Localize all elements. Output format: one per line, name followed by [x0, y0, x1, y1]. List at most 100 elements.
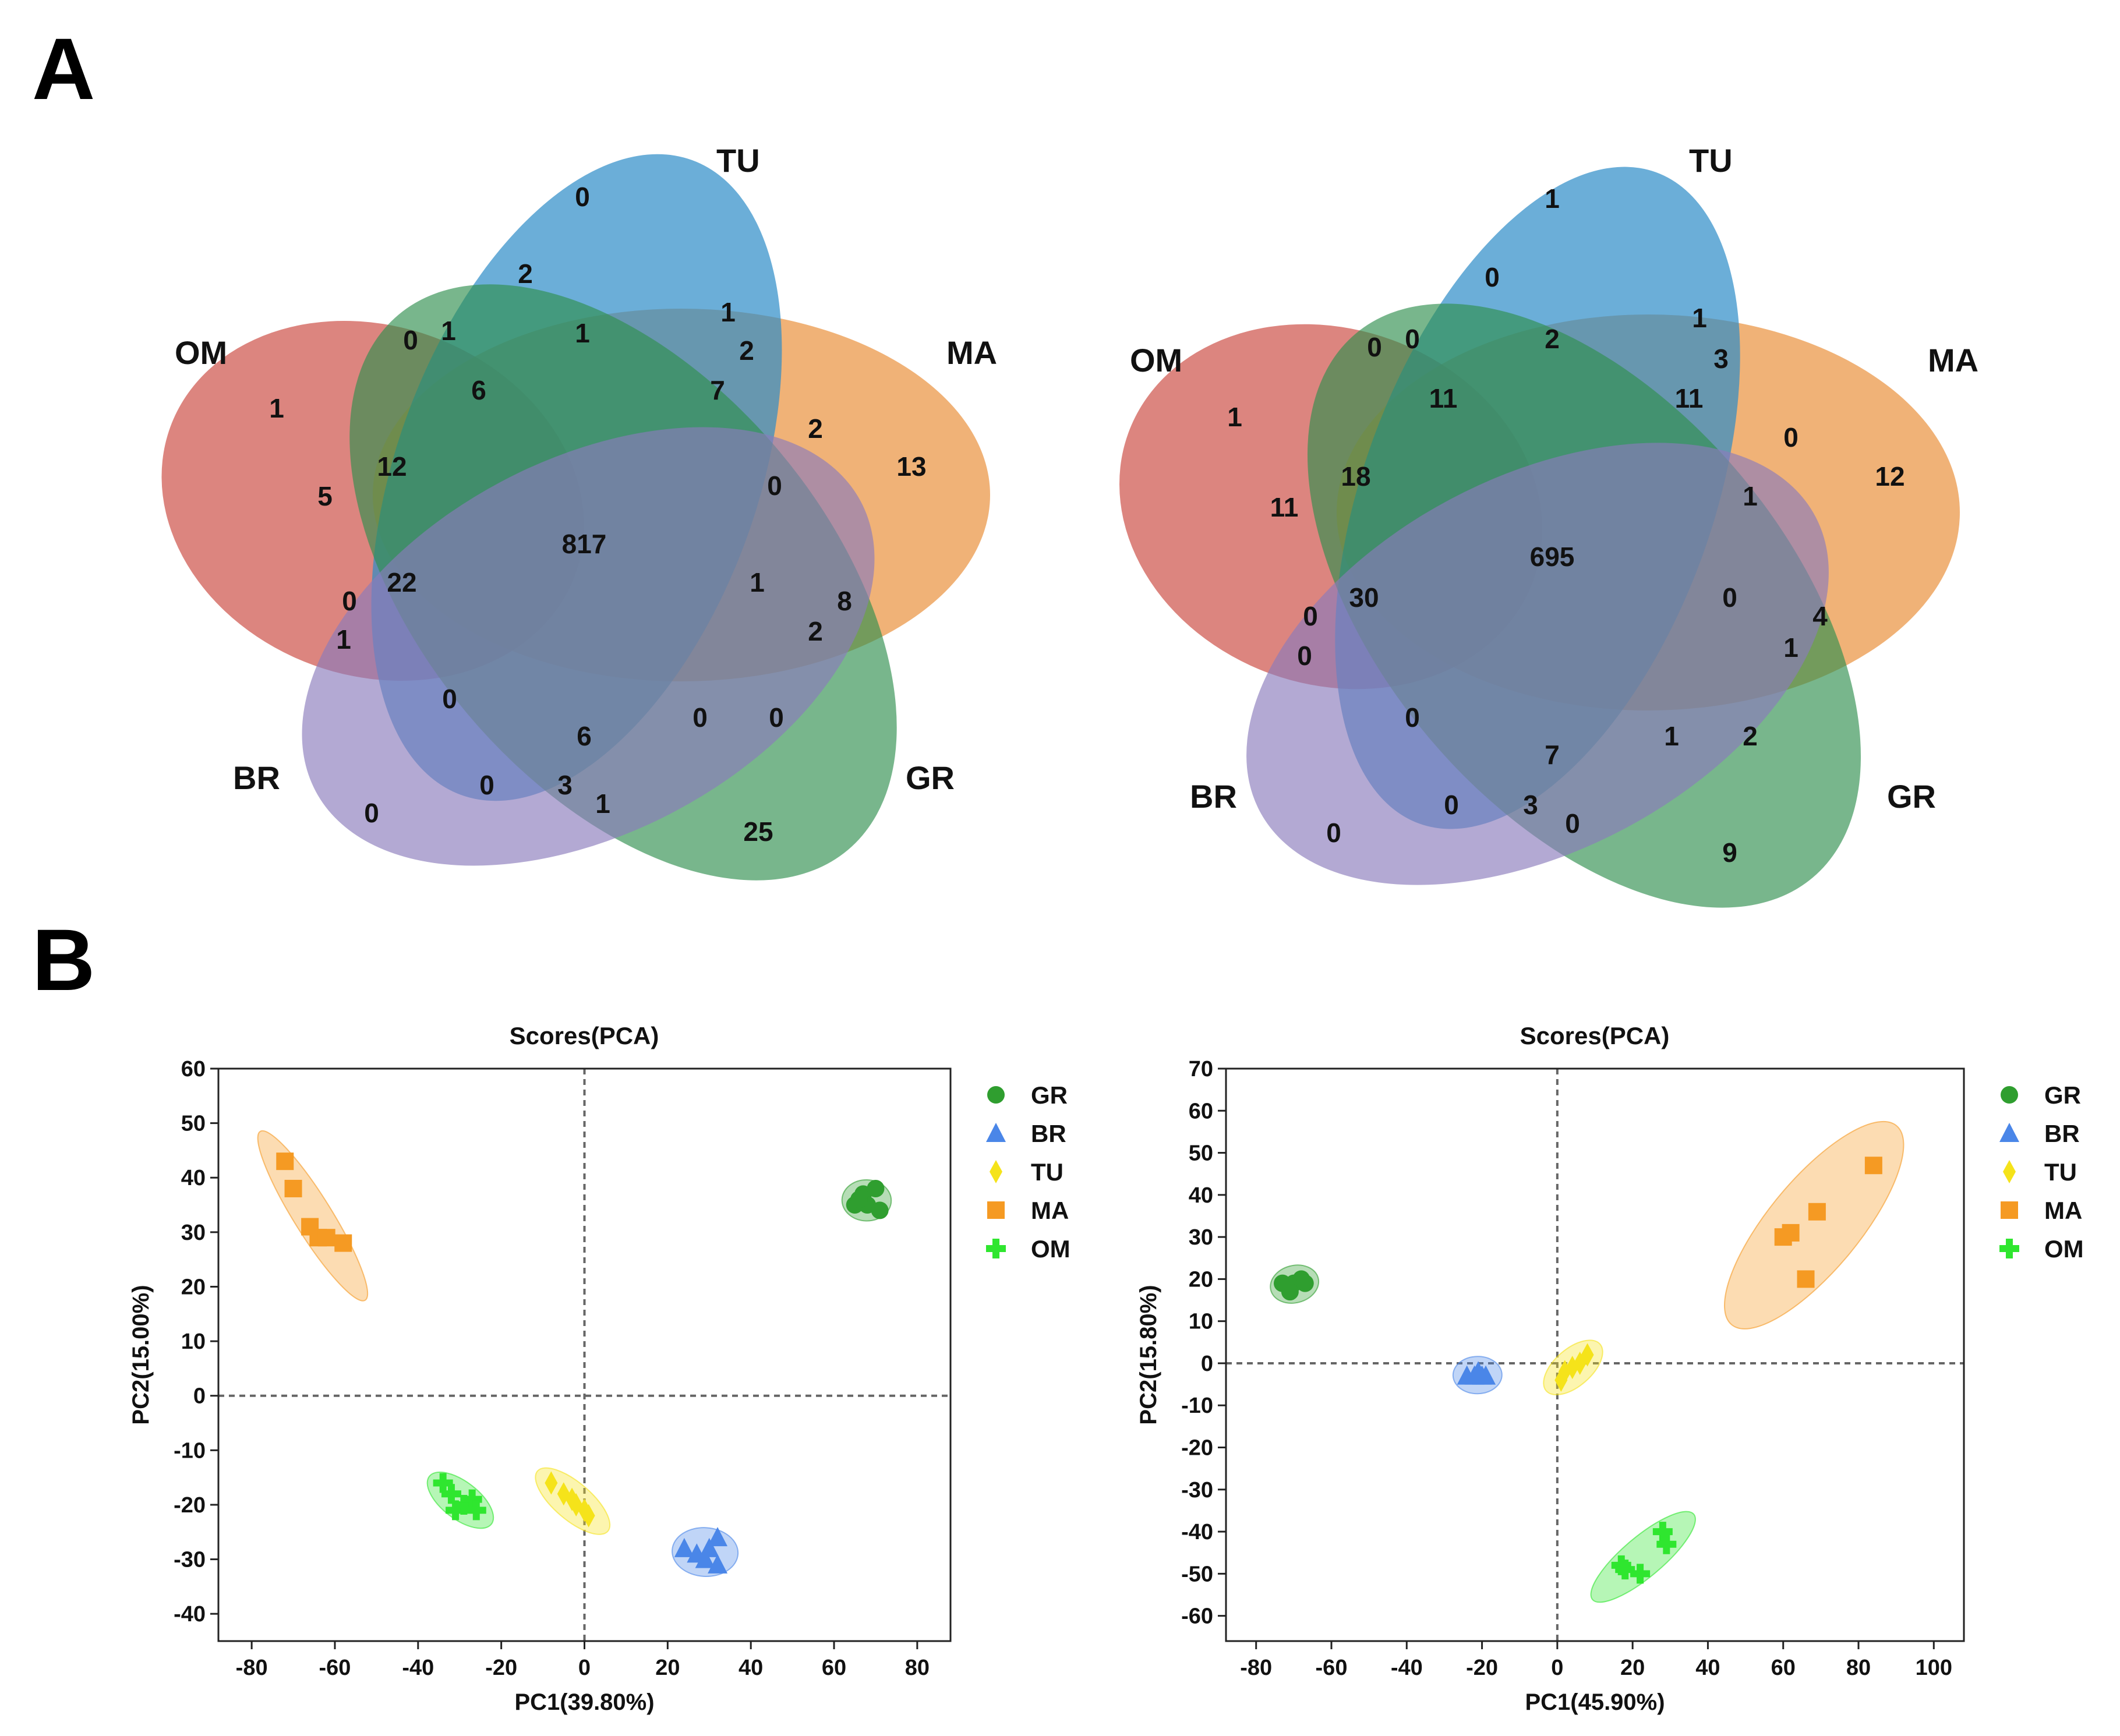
venn-right-value: 7 [1545, 740, 1560, 770]
chart-title: Scores(PCA) [510, 1022, 659, 1049]
data-point-ma [284, 1179, 302, 1197]
legend-label-gr: GR [2044, 1081, 2081, 1109]
data-point-ma [276, 1152, 294, 1171]
venn-left-value: 817 [562, 529, 607, 559]
y-tick-label: 10 [1189, 1310, 1213, 1334]
data-point-ma [1797, 1270, 1815, 1288]
venn-right-value: 0 [1405, 324, 1420, 354]
venn-diagram-left: TU OM MA BR GR 0 2 0 1 1 1 2 1 6 7 2 13 … [161, 142, 997, 881]
venn-right-value: 1 [1545, 183, 1560, 214]
y-tick-label: -40 [1181, 1520, 1213, 1544]
legend-marker-gr [987, 1086, 1005, 1104]
venn-right-value: 0 [1297, 641, 1312, 671]
venn-right-value: 18 [1341, 461, 1370, 492]
y-tick-label: -60 [1181, 1604, 1213, 1629]
y-tick-label: 40 [181, 1166, 206, 1190]
venn-left-value: 1 [441, 316, 456, 346]
venn-right-value: 0 [1783, 422, 1799, 452]
y-tick-label: 0 [193, 1384, 206, 1409]
venn-right-value: 30 [1349, 582, 1379, 613]
pca-plot-left: Scores(PCA) -80 -60 -40 -20 0 20 40 60 80 -40 -30 -2… [128, 1022, 1070, 1715]
y-tick-label: -10 [174, 1438, 206, 1463]
venn-left-value: 0 [342, 586, 357, 616]
y-tick-label: -50 [1181, 1562, 1213, 1586]
venn-left-value: 2 [739, 335, 754, 366]
venn-left-value: 6 [471, 375, 486, 405]
legend-label-om: OM [1031, 1235, 1070, 1263]
venn-right-label-br: BR [1190, 778, 1237, 815]
confidence-ellipse-ma [1723, 1120, 1905, 1330]
venn-right-value: 0 [1565, 808, 1580, 839]
venn-right-value: 9 [1722, 837, 1737, 868]
venn-left-value: 0 [692, 702, 708, 733]
venn-left-value: 2 [518, 259, 533, 289]
confidence-ellipse-om [1590, 1511, 1696, 1603]
y-tick-label: 40 [1189, 1183, 1213, 1208]
x-tick-label: -80 [1240, 1656, 1272, 1680]
y-tick-label: -30 [174, 1548, 206, 1572]
data-point-ma [317, 1229, 335, 1247]
data-point-om [1652, 1522, 1673, 1542]
data-point-om [454, 1494, 474, 1515]
pca-plot-right: Scores(PCA)-80 -60 -40 -20 0 20 40 60 80 100-60-5… [1136, 1022, 2084, 1715]
y-tick-label: -10 [1181, 1394, 1213, 1418]
venn-right-value: 12 [1875, 461, 1905, 492]
data-point-gr [867, 1179, 885, 1197]
x-tick-label: 40 [1695, 1656, 1720, 1680]
y-tick-label: 20 [181, 1275, 206, 1299]
y-tick-label: 60 [1189, 1099, 1213, 1123]
venn-left-value: 1 [720, 297, 736, 327]
y-axis-label: PC2(15.00%) [128, 1285, 154, 1424]
venn-left-value: 1 [269, 393, 284, 423]
data-point-br [708, 1554, 728, 1574]
data-point-tu [566, 1487, 579, 1511]
legend-marker-br [986, 1123, 1006, 1142]
x-tick-label: 80 [1846, 1656, 1871, 1680]
data-point-gr [850, 1190, 868, 1208]
data-point-tu [1581, 1343, 1594, 1367]
x-tick-label: -20 [1466, 1656, 1498, 1680]
venn-right-value: 1 [1692, 303, 1707, 333]
venn-right-value: 1 [1743, 481, 1758, 511]
x-tick-label: 80 [905, 1656, 930, 1680]
venn-right-value: 0 [1367, 332, 1382, 362]
x-tick-label: 20 [1620, 1656, 1645, 1680]
x-tick-label: -20 [485, 1656, 517, 1680]
venn-right-value: 1 [1783, 632, 1799, 663]
venn-left-value: 7 [710, 375, 725, 405]
x-tick-label: 20 [655, 1656, 680, 1680]
legend-label-tu: TU [1031, 1158, 1063, 1186]
data-point-gr [871, 1201, 889, 1219]
venn-left-br-ellipse [302, 427, 875, 866]
data-point-ma [1808, 1203, 1826, 1221]
legend-marker-br [1999, 1123, 2019, 1142]
legend-label-gr: GR [1031, 1081, 1068, 1109]
venn-right-value: 11 [1429, 383, 1458, 413]
x-tick-label: 0 [578, 1656, 591, 1680]
y-tick-label: -20 [1181, 1436, 1213, 1461]
venn-right-label-ma: MA [1928, 342, 1978, 379]
x-tick-label: -40 [402, 1656, 434, 1680]
venn-left-label-tu: TU [716, 142, 760, 179]
venn-left-value: 2 [808, 413, 823, 444]
chart-title: Scores(PCA) [1520, 1022, 1670, 1049]
venn-right-value: 0 [1405, 702, 1420, 733]
plot-frame [1225, 1067, 1965, 1642]
data-point-om [1611, 1555, 1631, 1575]
venn-left-value: 8 [837, 586, 852, 616]
x-tick-label: 0 [1551, 1656, 1563, 1680]
y-tick-label: 30 [181, 1221, 206, 1245]
data-point-br [1476, 1365, 1496, 1385]
venn-left-value: 1 [595, 789, 610, 819]
data-point-om [1615, 1560, 1635, 1580]
venn-diagram-right: TU OM MA BR GR 1 0 0 0 2 1 3 1 11 11 0 1… [1119, 142, 1978, 908]
data-point-om [433, 1473, 453, 1493]
data-point-br [695, 1548, 715, 1568]
venn-left-value: 6 [577, 721, 592, 751]
venn-left-label-ma: MA [946, 334, 997, 371]
legend-label-tu: TU [2044, 1158, 2077, 1186]
data-point-ma [1864, 1157, 1882, 1175]
venn-right-value: 4 [1812, 601, 1828, 631]
